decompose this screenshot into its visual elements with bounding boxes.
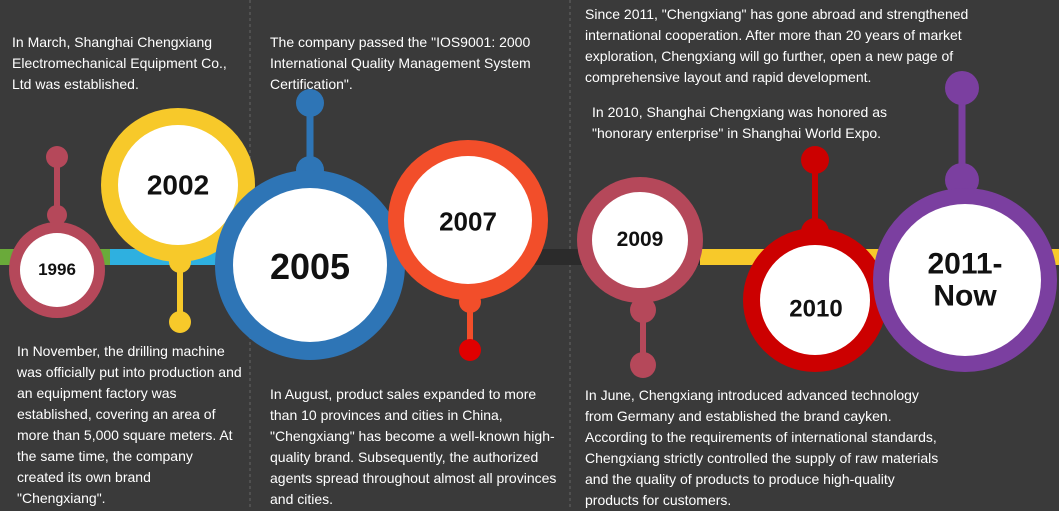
year: 2007 [439,206,497,237]
year: 1996 [38,260,76,280]
year: 2010 [789,295,843,323]
node-2002 [101,108,255,333]
year: 2002 [146,169,210,201]
note: In 2010, Shanghai Chengxiang was honored… [592,104,887,141]
year: 2005 [269,246,351,288]
note: Since 2011, "Chengxiang" has gone abroad… [585,6,969,85]
node-2010 [743,146,887,372]
note: In June, Chengxiang introduced advanced … [585,387,939,508]
note: The company passed the "IOS9001: 2000 In… [270,34,531,92]
year: 2011-Now [927,247,1003,312]
node-2007 [388,140,548,361]
note: In August, product sales expanded to mor… [270,386,557,507]
node-2011 [873,71,1057,372]
year: 2009 [616,227,664,251]
node-2009 [577,177,703,378]
note: In March, Shanghai Chengxiang Electromec… [12,34,227,92]
node-1996 [9,146,105,318]
note: In November, the drilling machine was of… [17,343,242,506]
node-2005 [215,89,405,360]
